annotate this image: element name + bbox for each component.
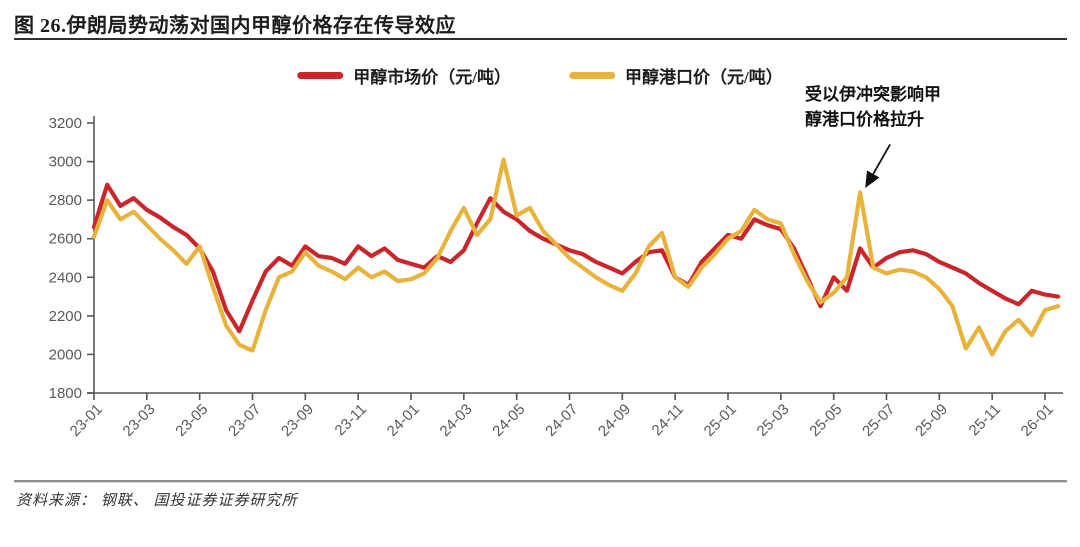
svg-text:2200: 2200 — [49, 308, 82, 325]
svg-text:23-09: 23-09 — [278, 401, 317, 440]
svg-text:2600: 2600 — [49, 231, 82, 248]
svg-text:23-11: 23-11 — [332, 401, 370, 439]
annotation-line-1: 受以伊冲突影响甲 — [805, 85, 941, 104]
svg-text:24-11: 24-11 — [649, 401, 687, 439]
figure-title: 图 26.伊朗局势动荡对国内甲醇价格存在传导效应 — [14, 15, 456, 37]
svg-text:2800: 2800 — [49, 192, 82, 209]
svg-text:24-07: 24-07 — [542, 401, 581, 440]
svg-text:24-01: 24-01 — [384, 401, 423, 440]
svg-text:25-05: 25-05 — [806, 401, 845, 440]
chart-legend: 甲醇市场价（元/吨） 甲醇港口价（元/吨） — [297, 63, 783, 88]
market-price-line-swatch — [297, 72, 344, 79]
legend-label-market-price: 甲醇市场价（元/吨） — [353, 68, 511, 87]
annotation-arrow — [865, 143, 891, 188]
svg-text:25-03: 25-03 — [754, 401, 793, 440]
svg-text:23-01: 23-01 — [67, 401, 106, 440]
svg-text:24-03: 24-03 — [437, 401, 476, 440]
source-note: 资料来源： 钢联、 国投证券证券研究所 — [16, 493, 298, 509]
title-underline-rule — [14, 38, 1067, 40]
svg-text:26-01: 26-01 — [1018, 401, 1057, 440]
svg-text:3200: 3200 — [49, 115, 82, 132]
svg-text:25-01: 25-01 — [701, 401, 740, 440]
svg-text:2000: 2000 — [49, 346, 82, 363]
svg-text:25-09: 25-09 — [912, 401, 951, 440]
source-separator-rule — [14, 480, 1067, 483]
svg-text:2400: 2400 — [49, 269, 82, 286]
legend-item-market-price: 甲醇市场价（元/吨） — [297, 63, 511, 88]
svg-text:24-09: 24-09 — [595, 401, 634, 440]
svg-text:23-07: 23-07 — [225, 401, 264, 440]
svg-text:3000: 3000 — [49, 154, 82, 171]
annotation-line-2: 醇港口价格拉升 — [805, 110, 924, 129]
port-price-line-swatch — [569, 72, 615, 79]
svg-text:25-07: 25-07 — [859, 401, 898, 440]
iran-conflict-annotation: 受以伊冲突影响甲 醇港口价格拉升 — [805, 82, 941, 132]
svg-text:23-05: 23-05 — [172, 401, 211, 440]
svg-text:24-05: 24-05 — [489, 401, 528, 440]
svg-text:1800: 1800 — [49, 385, 82, 402]
legend-label-port-price: 甲醇港口价（元/吨） — [625, 68, 783, 87]
svg-text:23-03: 23-03 — [120, 401, 159, 440]
svg-text:25-11: 25-11 — [966, 401, 1004, 439]
legend-item-port-price: 甲醇港口价（元/吨） — [569, 63, 783, 88]
